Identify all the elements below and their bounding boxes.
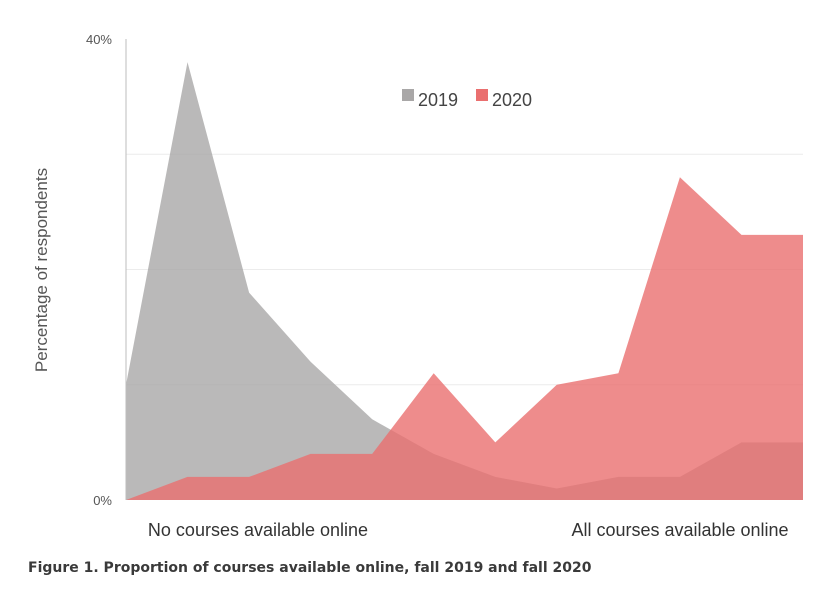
legend: 2019 2020 [402,89,532,110]
legend-label-2019: 2019 [418,90,458,110]
x-axis-right-label: All courses available online [571,520,788,540]
legend-swatch-2019 [402,89,414,101]
y-axis-title: Percentage of respondents [32,168,51,372]
y-tick-label-max: 40% [86,32,112,47]
area-series-2019 [126,62,803,500]
x-axis-left-label: No courses available online [148,520,368,540]
area-series-2020 [126,177,803,501]
y-tick-label-min: 0% [93,493,112,508]
legend-label-2020: 2020 [492,90,532,110]
area-series [126,62,803,501]
figure-caption: Figure 1. Proportion of courses availabl… [28,560,592,576]
legend-swatch-2020 [476,89,488,101]
